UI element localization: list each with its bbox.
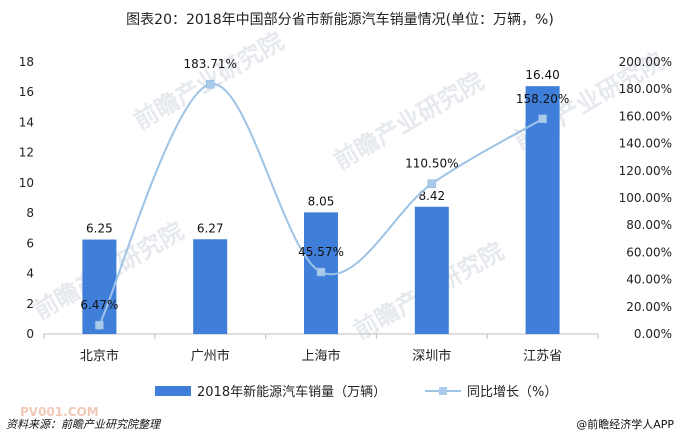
category-label: 上海市 [301,348,340,364]
left-tick-label: 2 [26,297,34,311]
watermark-layer: 前瞻产业研究院 前瞻产业研究院 前瞻产业研究院 前瞻产业研究院 前瞻产业研究院 [29,27,668,345]
line-point [316,267,326,277]
bar-series: 6.25 6.27 8.05 8.42 16.40 [82,68,560,334]
legend-line-marker [439,387,447,395]
bar-value-label: 8.05 [308,194,335,208]
category-label: 北京市 [80,348,119,364]
legend-bar-swatch [155,386,191,396]
right-tick-label: 160.00% [619,109,672,123]
bar [525,86,560,334]
chart-title: 图表20：2018年中国部分省市新能源汽车销量情况(单位：万辆，%) [126,11,554,28]
left-tick-label: 10 [19,176,34,190]
site-watermark: PV001.COM [20,405,99,419]
right-tick-label: 20.00% [626,300,672,314]
line-value-label: 158.20% [516,92,569,106]
left-tick-label: 16 [19,85,34,99]
source-note: 资料来源：前瞻产业研究院整理 [6,418,162,431]
line-value-label: 45.57% [298,245,344,259]
right-tick-label: 60.00% [626,245,672,259]
line-point [95,320,104,330]
left-tick-label: 18 [19,55,34,69]
right-tick-label: 80.00% [626,218,672,232]
right-axis-ticks: 0.00% 20.00% 40.00% 60.00% 80.00% 100.00% 120.… [619,55,672,341]
left-tick-label: 8 [26,206,34,220]
legend-line-label: 同比增长（%） [467,385,557,400]
right-tick-label: 100.00% [619,191,672,205]
category-label: 江苏省 [523,348,562,364]
line-value-label: 110.50% [405,157,458,171]
category-label: 广州市 [191,348,230,364]
line-point [538,114,547,124]
right-tick-label: 120.00% [619,164,672,178]
legend-bar-label: 2018年新能源汽车销量（万辆） [197,384,386,400]
left-tick-label: 0 [26,327,34,341]
left-tick-label: 6 [26,236,34,250]
bar-value-label: 6.25 [86,222,113,236]
line-series: 6.47% 183.71% 45.57% 110.50% 158.20% [80,57,569,330]
line-point [205,79,215,89]
right-tick-label: 140.00% [619,137,672,151]
bar-value-label: 16.40 [525,68,559,82]
left-axis-ticks: 0 2 4 6 8 10 12 14 16 18 [19,55,34,341]
right-tick-label: 180.00% [619,82,672,96]
right-tick-label: 200.00% [619,55,672,69]
line-value-label: 183.71% [184,57,237,71]
brand-note: @前瞻经济学人APP [576,417,674,431]
bar [193,239,228,334]
category-labels: 北京市 广州市 上海市 深圳市 江苏省 [43,334,599,364]
left-tick-label: 12 [19,146,34,160]
bar [414,206,449,334]
bar-value-label: 6.27 [197,221,224,235]
right-tick-label: 40.00% [626,273,672,287]
right-tick-label: 0.00% [634,327,672,341]
legend: 2018年新能源汽车销量（万辆） 同比增长（%） [155,384,557,400]
bar-value-label: 8.42 [418,189,445,203]
line-value-label: 6.47% [80,298,118,312]
growth-line [98,83,544,326]
left-tick-label: 4 [26,267,34,281]
bar [82,239,117,334]
line-point [427,179,437,188]
left-tick-label: 14 [19,115,34,129]
category-label: 深圳市 [412,348,451,364]
